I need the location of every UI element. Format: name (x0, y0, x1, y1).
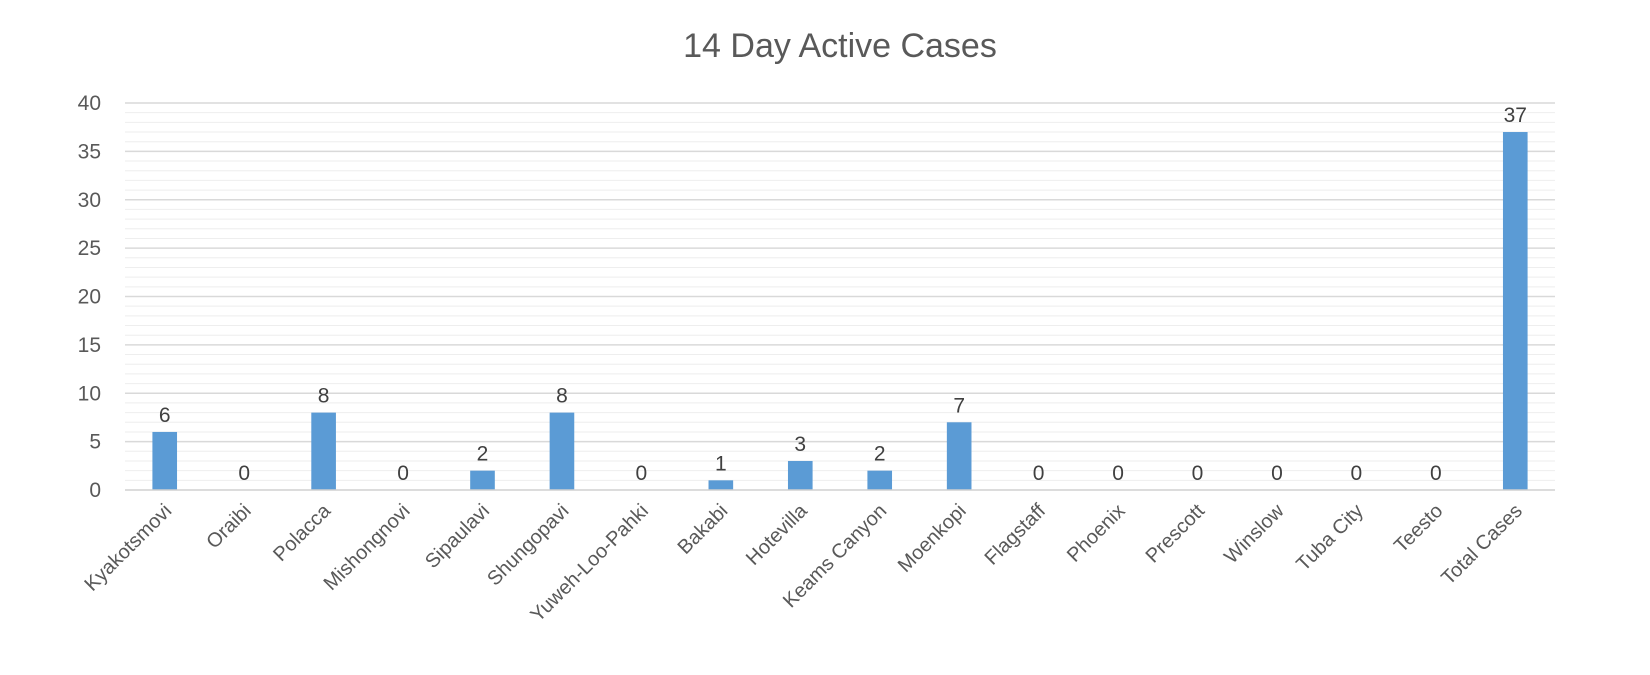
data-label: 2 (874, 443, 886, 466)
gridlines (125, 102, 1555, 481)
y-tick-label: 25 (78, 237, 101, 260)
x-tick-label: Bakabi (674, 500, 733, 559)
y-tick-label: 40 (78, 92, 101, 115)
x-tick-label: Hotevilla (742, 499, 812, 569)
x-tick-label: Teesto (1390, 500, 1447, 557)
x-tick-label: Kyakotsmovi (81, 500, 177, 596)
x-tick-label: Winslow (1220, 500, 1289, 569)
data-label: 0 (1112, 462, 1124, 485)
x-tick-label: Total Cases (1437, 500, 1526, 589)
data-label: 0 (636, 462, 648, 485)
data-label: 37 (1504, 104, 1527, 127)
y-tick-label: 0 (89, 479, 101, 502)
data-label: 0 (1430, 462, 1442, 485)
y-tick-label: 35 (78, 140, 101, 163)
x-tick-label: Tuba City (1292, 500, 1368, 576)
bars (152, 132, 1528, 490)
chart-title: 14 Day Active Cases (683, 27, 997, 65)
data-label: 8 (318, 385, 330, 408)
data-label: 8 (556, 385, 568, 408)
bar (867, 470, 893, 490)
bar (708, 480, 734, 490)
data-label: 0 (238, 462, 250, 485)
bar (946, 422, 972, 490)
data-label: 0 (1033, 462, 1045, 485)
data-label: 6 (159, 404, 171, 427)
x-tick-label: Flagstaff (981, 500, 1051, 570)
bar (787, 460, 813, 490)
y-tick-label: 30 (78, 189, 101, 212)
bar (470, 470, 495, 490)
y-tick-label: 5 (89, 431, 101, 454)
data-label: 0 (397, 462, 409, 485)
x-tick-label: Mishongnovi (320, 500, 415, 595)
data-label: 1 (715, 452, 727, 475)
data-labels: 6 0 8 0 2 8 0 1 3 2 7 0 0 0 0 0 0 37 (159, 104, 1527, 485)
y-tick-label: 20 (78, 286, 101, 309)
y-tick-label: 10 (78, 382, 101, 405)
bar (549, 412, 575, 490)
data-label: 0 (1271, 462, 1283, 485)
bar (1502, 132, 1528, 490)
x-tick-label: Prescott (1142, 500, 1210, 568)
data-label: 7 (953, 394, 965, 417)
data-label: 3 (794, 433, 806, 456)
x-tick-label: Oraibi (202, 500, 255, 553)
x-tick-label: Moenkopi (894, 500, 971, 577)
bar (152, 431, 178, 490)
x-tick-label: Sipaulavi (421, 500, 494, 573)
y-axis: 0 5 10 15 20 25 30 35 40 (78, 92, 101, 502)
data-label: 0 (1192, 462, 1204, 485)
x-tick-label: Phoenix (1063, 500, 1130, 567)
data-label: 0 (1351, 462, 1363, 485)
y-tick-label: 15 (78, 334, 101, 357)
x-tick-label: Polacca (269, 499, 335, 565)
data-label: 2 (477, 443, 489, 466)
bar (311, 412, 336, 490)
